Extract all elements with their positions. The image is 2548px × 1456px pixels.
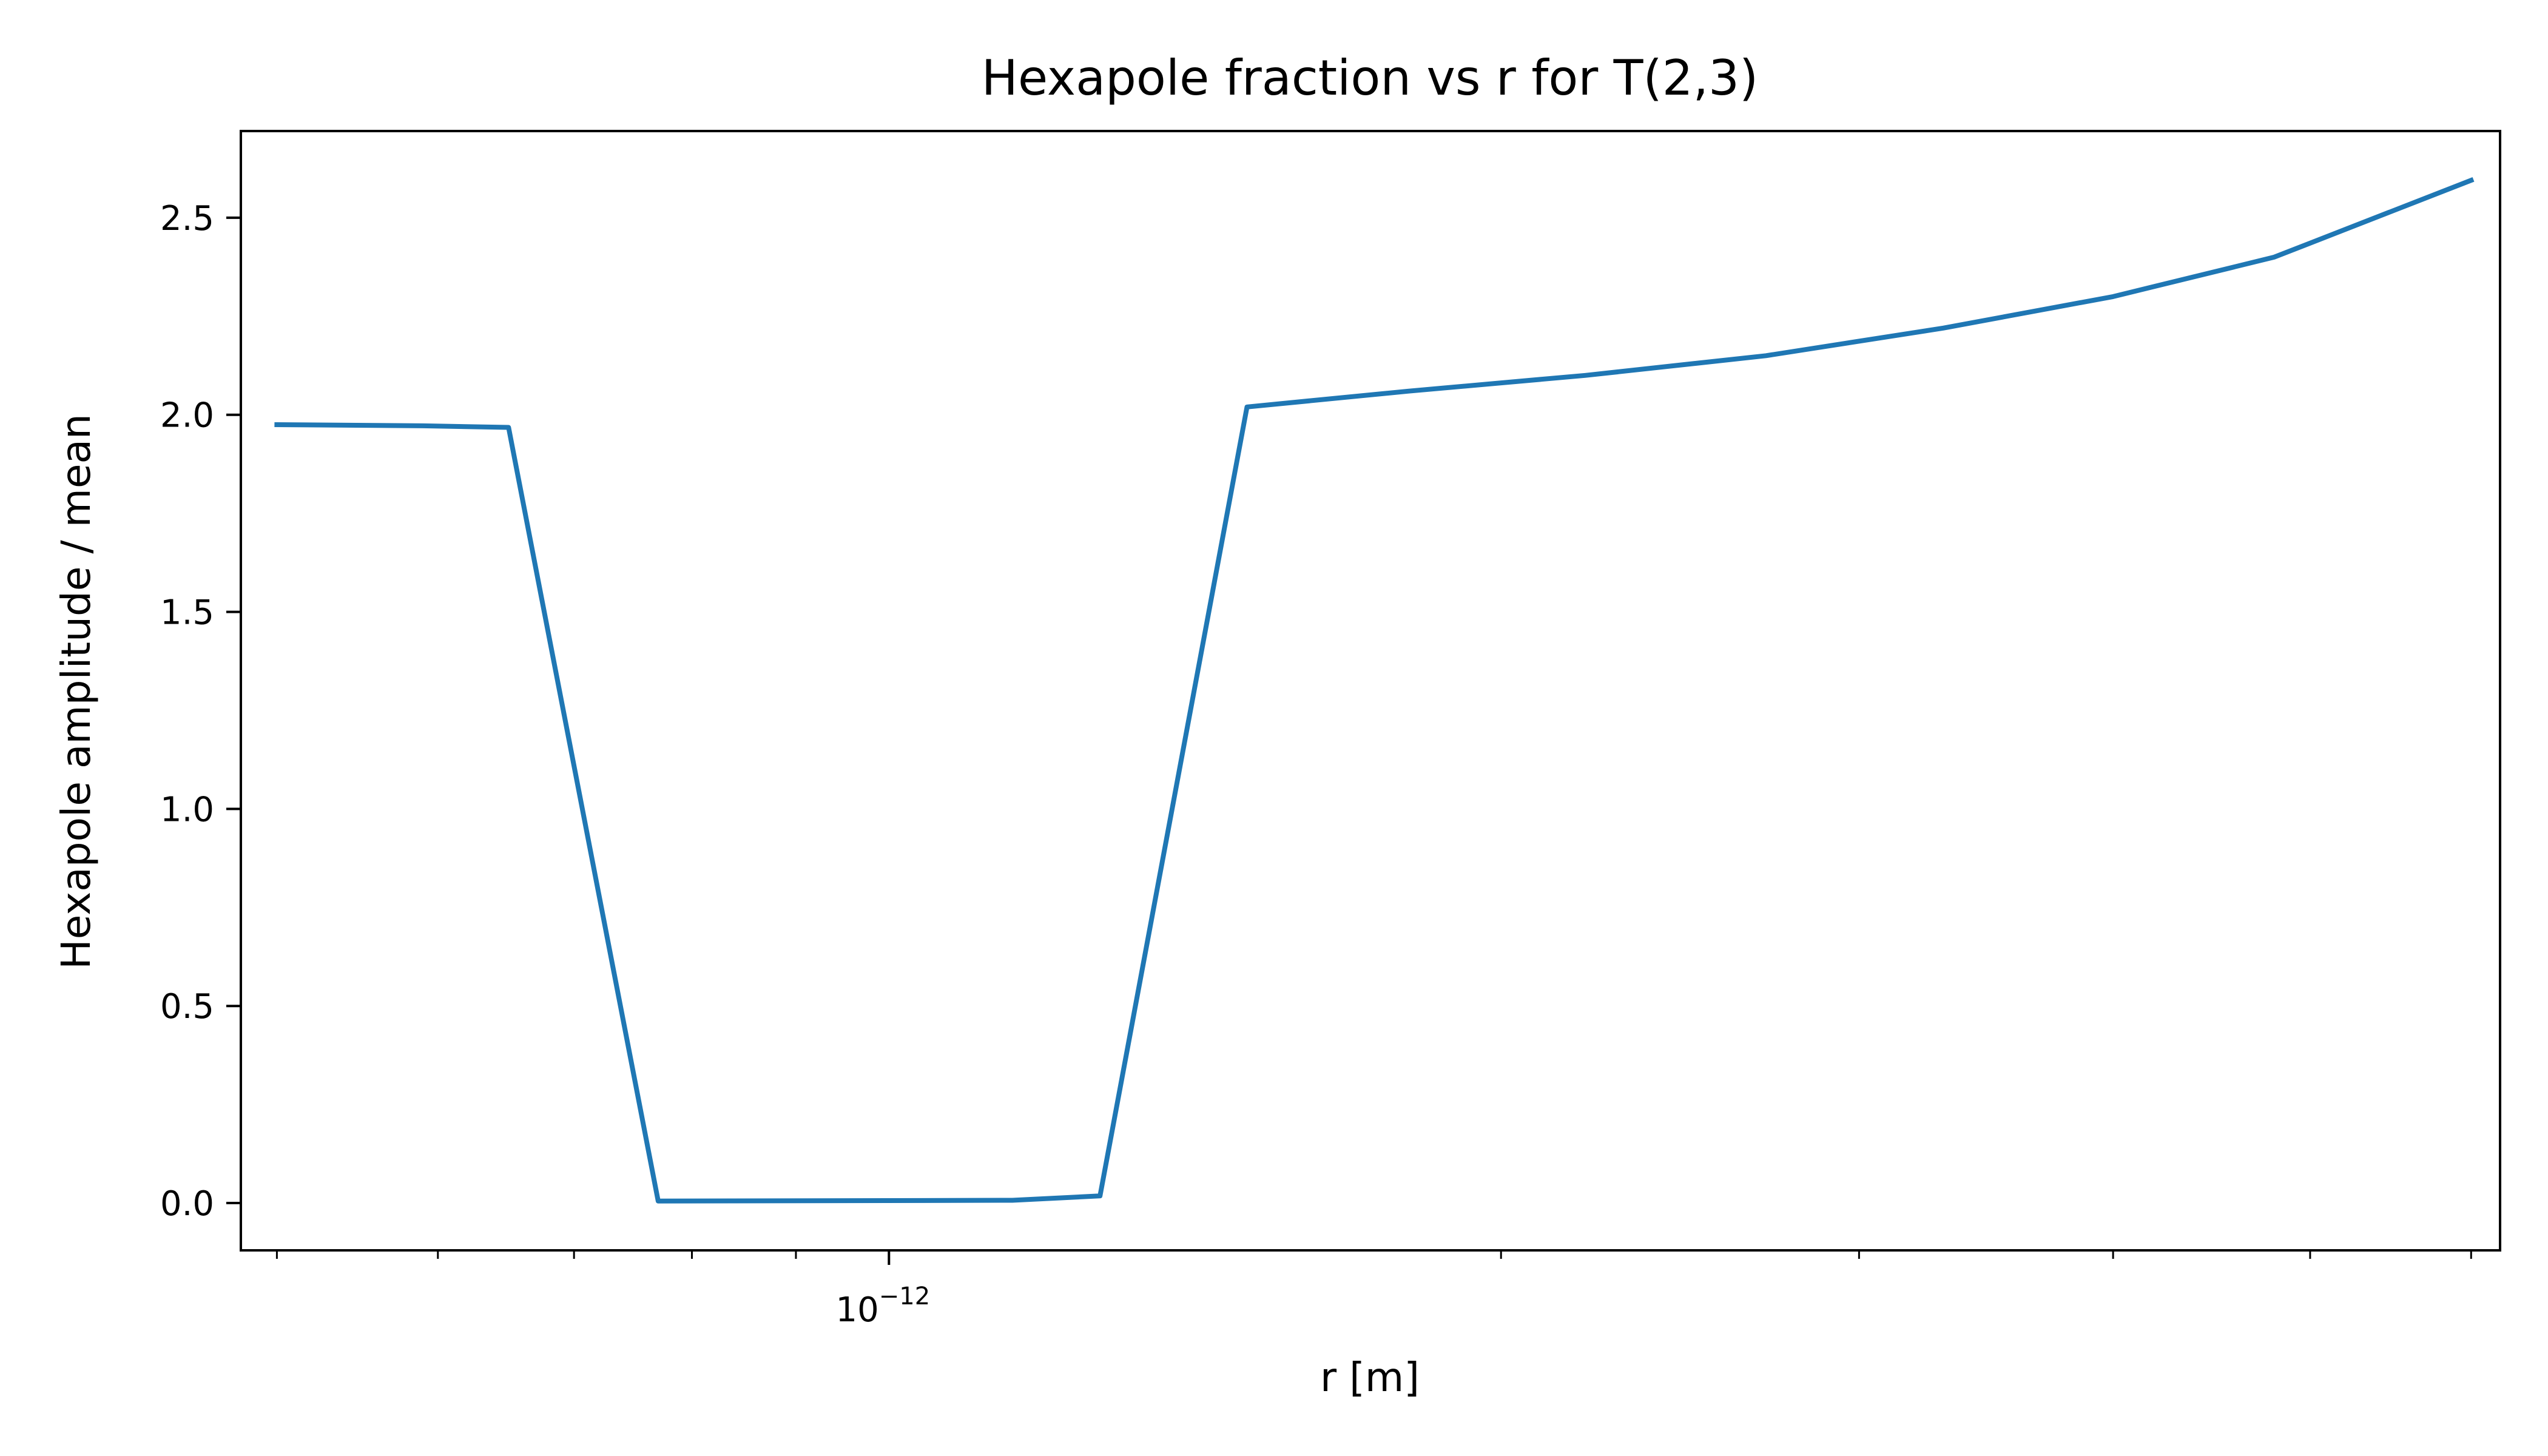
y-tick-label: 1.0 <box>160 790 214 829</box>
y-tick-label: 0.5 <box>160 987 214 1026</box>
series-layer <box>274 177 2475 1204</box>
y-tick-label: 2.5 <box>160 199 214 238</box>
y-axis-title: Hexapole amplitude / mean <box>53 414 99 969</box>
chart-title: Hexapole fraction vs r for T(2,3) <box>982 50 1758 106</box>
y-tick-label: 1.5 <box>160 593 214 633</box>
plot-frame <box>240 130 2501 1252</box>
y-tick-label: 0.0 <box>160 1184 214 1224</box>
x-tick-label: 10−12 <box>835 1282 930 1330</box>
y-tick-label: 2.0 <box>160 396 214 436</box>
series-line <box>274 177 2475 1204</box>
plot-area <box>240 130 2501 1252</box>
x-axis-title: r [m] <box>1320 1354 1420 1401</box>
axis-ticks: 0.0 0.5 1.0 1.5 2.0 2.5 10−12 <box>160 199 2472 1330</box>
